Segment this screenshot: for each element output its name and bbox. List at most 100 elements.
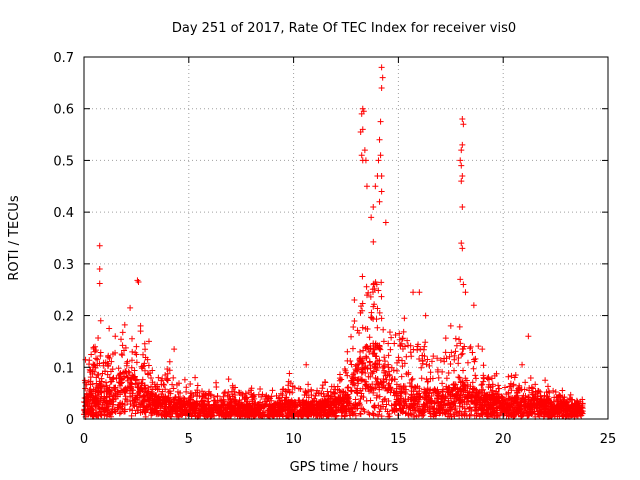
roti-point: [525, 412, 532, 419]
roti-point: [286, 389, 293, 396]
roti-point: [174, 388, 181, 395]
roti-point: [158, 377, 165, 384]
roti-point: [320, 390, 327, 397]
roti-point: [419, 352, 426, 359]
roti-point: [341, 391, 348, 398]
roti-point: [231, 404, 238, 411]
roti-point: [104, 407, 111, 414]
roti-point: [395, 396, 402, 403]
roti-point: [437, 357, 444, 364]
roti-point: [367, 293, 374, 300]
roti-point: [136, 388, 143, 395]
roti-point: [368, 314, 375, 321]
roti-point: [192, 374, 199, 381]
roti-point: [359, 324, 366, 331]
roti-point: [369, 350, 376, 357]
roti-point: [383, 401, 390, 408]
roti-point: [395, 357, 402, 364]
roti-point: [145, 370, 152, 377]
roti-point: [302, 389, 309, 396]
roti-point: [95, 334, 102, 341]
roti-point: [275, 395, 282, 402]
roti-point: [528, 409, 535, 416]
roti-point: [187, 406, 194, 413]
roti-point: [298, 412, 305, 419]
roti-point: [301, 401, 308, 408]
roti-point: [374, 376, 381, 383]
roti-point: [472, 355, 479, 362]
roti-point: [198, 398, 205, 405]
roti-point: [90, 413, 97, 420]
roti-point: [111, 384, 118, 391]
roti-point: [451, 356, 458, 363]
roti-point: [196, 392, 203, 399]
roti-point: [376, 393, 383, 400]
roti-point: [222, 389, 229, 396]
roti-point: [350, 324, 357, 330]
roti-point: [242, 411, 249, 418]
roti-point: [363, 183, 370, 190]
roti-point: [466, 345, 473, 352]
roti-point: [132, 349, 139, 356]
roti-point: [119, 400, 126, 407]
roti-point: [121, 389, 128, 396]
roti-point: [98, 408, 105, 415]
roti-point: [370, 281, 377, 288]
roti-point: [370, 203, 377, 210]
roti-point: [154, 398, 161, 405]
roti-point: [172, 410, 179, 417]
roti-point: [112, 390, 119, 397]
roti-point: [396, 330, 403, 337]
roti-point: [507, 383, 514, 390]
roti-point: [232, 398, 239, 405]
roti-point: [87, 396, 94, 403]
roti-point: [103, 382, 110, 389]
roti-point: [405, 406, 412, 413]
roti-point: [155, 394, 162, 401]
roti-point: [308, 392, 315, 399]
roti-point: [318, 402, 325, 409]
roti-point: [426, 362, 433, 369]
roti-point: [268, 397, 275, 404]
roti-point: [494, 413, 501, 420]
roti-point: [134, 384, 141, 391]
roti-point: [374, 324, 381, 331]
roti-point: [423, 361, 430, 368]
roti-point: [149, 401, 156, 408]
roti-point: [479, 346, 486, 353]
roti-point: [471, 412, 478, 419]
roti-point: [166, 388, 173, 395]
roti-point: [365, 383, 372, 390]
roti-point: [457, 340, 464, 347]
roti-point: [427, 369, 434, 376]
roti-point: [525, 333, 532, 340]
roti-point: [507, 403, 514, 410]
roti-point: [306, 408, 313, 415]
roti-point: [339, 400, 346, 407]
roti-point: [274, 407, 281, 414]
roti-point: [344, 372, 351, 379]
roti-point: [200, 390, 207, 397]
roti-point: [100, 383, 107, 390]
roti-point: [102, 397, 109, 404]
roti-point: [88, 351, 95, 358]
roti-point: [110, 396, 117, 403]
roti-point: [405, 412, 412, 419]
roti-point: [162, 404, 169, 411]
roti-point: [505, 373, 512, 380]
roti-point: [363, 283, 370, 290]
roti-point: [204, 410, 211, 417]
roti-point: [459, 172, 466, 179]
roti-point: [458, 178, 465, 185]
roti-point: [244, 403, 251, 410]
roti-point: [141, 340, 148, 347]
roti-point: [434, 390, 441, 397]
roti-point: [175, 380, 182, 387]
roti-point: [248, 405, 255, 412]
roti-point: [297, 385, 304, 392]
roti-point: [348, 333, 355, 340]
roti-point: [107, 368, 114, 375]
roti-point: [355, 364, 362, 371]
roti-point: [96, 280, 103, 287]
